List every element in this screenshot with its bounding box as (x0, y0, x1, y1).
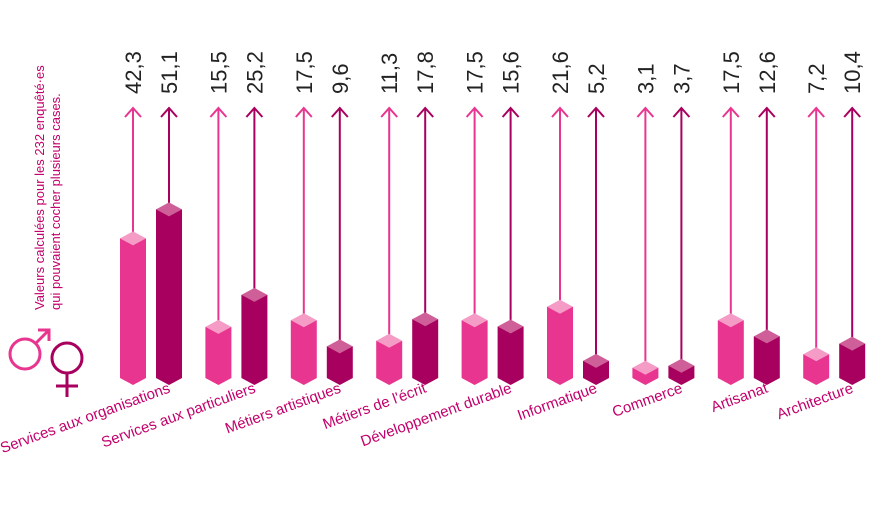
category-label-6: Commerce (610, 380, 685, 421)
bar-men-2-value-label: 17,5 (292, 51, 317, 94)
bar-women-4 (497, 326, 524, 385)
note-line-1: Valeurs calculées pour les 232 enquêté·e… (32, 65, 47, 310)
bar-men-0-arrow-head (124, 106, 142, 118)
legend (8, 328, 84, 397)
bar-men-8 (803, 354, 830, 385)
male-symbol-icon (8, 328, 51, 371)
bar-women-4-top (497, 319, 524, 334)
bar-men-0-top (120, 231, 146, 246)
bar-women-4-value-label: 15,6 (499, 51, 524, 94)
note-line-2: qui pouvaient cocher plusieurs cases. (48, 93, 63, 310)
bar-men-3-value-label: 11,3 (377, 53, 402, 94)
bar-women-8-arrow-head (843, 106, 861, 118)
bar-men-4-value-label: 17,5 (463, 51, 488, 94)
bar-men-8-arrow-head (807, 106, 825, 118)
bar-women-1-top (241, 287, 268, 302)
bar-men-5 (547, 306, 573, 385)
category-label-5: Informatique (515, 380, 599, 424)
bar-women-8-top (839, 336, 866, 351)
bar-women-7-top (753, 329, 780, 344)
bar-men-3-arrow-head (380, 106, 398, 118)
bar-men-1 (205, 326, 232, 385)
bar-women-3 (412, 319, 439, 385)
bar-men-2 (290, 320, 317, 385)
bar-women-5-value-label: 5,2 (584, 63, 609, 94)
bar-men-3 (376, 340, 403, 385)
bar-women-3-value-label: 17,8 (413, 51, 438, 94)
bar-men-6-arrow-head (636, 106, 655, 118)
bar-men-8-top (803, 347, 830, 362)
bar-women-1 (241, 294, 268, 385)
bar-women-7 (753, 336, 780, 385)
bar-women-0-arrow-head (160, 106, 178, 118)
bar-men-0-value-label: 42,3 (121, 51, 146, 94)
bar-women-3-arrow-head (416, 106, 434, 118)
bar-women-2-arrow-head (331, 106, 349, 118)
bar-women-5 (583, 360, 609, 385)
bar-women-0 (156, 209, 182, 385)
bar-men-6 (632, 367, 659, 385)
bar-women-6-value-label: 3,7 (669, 63, 694, 94)
bar-women-2 (326, 346, 353, 385)
bar-men-3-top (376, 333, 403, 348)
bar-men-0 (120, 238, 146, 385)
bar-women-3-top (412, 312, 439, 327)
bar-men-4 (461, 320, 488, 385)
bar-men-1-top (205, 319, 232, 334)
bar-men-4-top (461, 313, 488, 328)
bar-women-6-top (668, 358, 695, 373)
bar-men-5-top (547, 299, 573, 314)
bar-men-7-top (717, 313, 744, 328)
bar-women-1-value-label: 25,2 (242, 51, 267, 94)
bar-women-4-arrow-head (501, 106, 520, 118)
bar-men-8-value-label: 7,2 (804, 63, 829, 94)
bar-women-2-top (326, 339, 353, 354)
category-label-7: Artisanat (709, 380, 771, 417)
bar-women-6-arrow-head (672, 106, 691, 118)
bar-men-7-value-label: 17,5 (719, 51, 744, 94)
bar-men-5-arrow-head (551, 106, 569, 118)
bar-men-2-arrow-head (295, 106, 313, 118)
bar-men-1-arrow-head (209, 106, 228, 118)
category-label-1: Services aux particuliers (99, 380, 258, 452)
bar-women-5-arrow-head (587, 106, 605, 118)
bar-women-8 (839, 343, 866, 385)
bar-women-6 (668, 365, 695, 385)
female-symbol-icon (50, 341, 84, 397)
bar-men-1-value-label: 15,5 (206, 51, 231, 94)
bar-women-0-value-label: 51,1 (157, 51, 182, 94)
bar-women-2-value-label: 9,6 (328, 63, 353, 94)
bar-men-6-value-label: 3,1 (633, 63, 658, 94)
bar-men-5-value-label: 21,6 (548, 51, 573, 94)
bar-women-0-top (156, 202, 182, 217)
bar-men-4-arrow-head (465, 106, 484, 118)
bar-men-2-top (290, 313, 317, 328)
bar-men-7 (717, 320, 744, 385)
bar-women-1-arrow-head (245, 106, 264, 118)
bar-women-7-arrow-head (758, 106, 776, 118)
bar-women-8-value-label: 10,4 (840, 51, 865, 94)
category-label-4: Développement durable (358, 380, 513, 450)
bar-men-6-top (632, 360, 659, 375)
bar-men-7-arrow-head (722, 106, 740, 118)
bar-women-5-top (583, 353, 609, 368)
category-label-8: Architecture (775, 380, 856, 423)
bar-women-7-value-label: 12,6 (755, 51, 780, 94)
